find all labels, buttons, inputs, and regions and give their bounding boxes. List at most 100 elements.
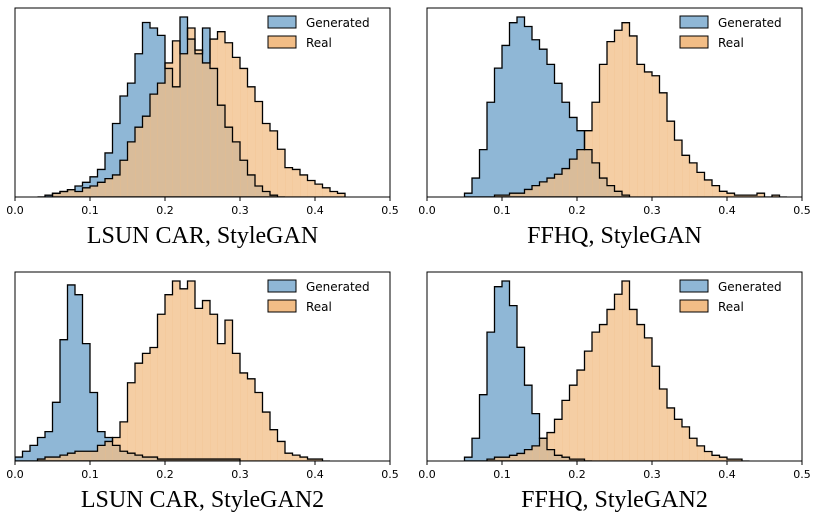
histogram-bar [45, 431, 53, 461]
histogram-bar [569, 385, 578, 461]
histogram-bar [674, 140, 683, 197]
histogram-bar [292, 455, 301, 461]
histogram-bar [652, 366, 660, 461]
histogram-bar [210, 314, 218, 461]
histogram-bar [464, 457, 473, 461]
histogram-bar [487, 332, 495, 461]
histogram-bar [509, 305, 518, 461]
histogram-bar [315, 459, 323, 461]
histogram-bar [622, 281, 630, 461]
legend-swatch-real [679, 35, 709, 49]
histogram-bar [494, 457, 503, 461]
histogram-bar [674, 419, 683, 461]
histogram-bar [487, 102, 495, 197]
histogram-bar [772, 195, 780, 197]
histogram-bar [614, 294, 623, 461]
x-tick-label: 0.5 [793, 468, 811, 481]
x-tick-label: 0.5 [381, 468, 399, 481]
legend-swatch-generated [679, 279, 709, 293]
histogram-bar [712, 455, 720, 461]
legend-label-real: Real [718, 300, 744, 314]
panel-title: LSUN CAR, StyleGAN [87, 223, 318, 249]
histogram-bar [172, 40, 181, 197]
histogram-bar [704, 451, 713, 461]
histogram-bar [689, 162, 698, 197]
histogram-bar [202, 300, 211, 461]
histogram-bar [502, 195, 510, 197]
histogram-bar [487, 459, 495, 461]
histogram-bar [577, 149, 585, 197]
histogram-bar [524, 449, 533, 461]
histogram-bar [67, 189, 76, 197]
histogram-bar [479, 149, 488, 197]
histogram-bar [37, 459, 46, 461]
histogram-bar [270, 429, 278, 461]
histogram-bar [742, 195, 750, 197]
histogram-bar [75, 451, 83, 461]
series-outline-real [464, 280, 750, 461]
histogram-bar [52, 457, 61, 461]
histogram-bar [509, 22, 518, 197]
histogram-bar [307, 459, 316, 461]
histogram-bar [539, 49, 548, 197]
histogram-bar [337, 193, 346, 197]
histogram-bar [90, 392, 98, 461]
histogram-bar [644, 71, 653, 197]
histogram-bar [592, 102, 600, 197]
histogram-bar [517, 17, 525, 197]
series-real [494, 22, 780, 197]
series-outline-generated [37, 16, 285, 197]
histogram-bar [704, 179, 713, 197]
histogram-bar [719, 457, 728, 461]
histogram-bar [562, 400, 570, 461]
histogram-bar [637, 324, 645, 461]
histogram-bar [659, 92, 668, 197]
histogram-bar [37, 437, 46, 461]
axes-frame [426, 7, 803, 198]
histogram-bar [45, 195, 53, 197]
histogram-bar [539, 438, 548, 461]
histogram-bar [285, 453, 293, 461]
legend-label-generated: Generated [718, 280, 782, 294]
histogram-bar [622, 22, 630, 197]
series-outline-real [464, 22, 787, 197]
histogram-bar [187, 281, 196, 461]
histogram-bar [307, 180, 316, 197]
histogram-bar [322, 187, 331, 197]
histogram-bar [195, 50, 203, 197]
histogram-bar [607, 41, 615, 197]
histogram-bar [97, 182, 106, 197]
legend-label-real: Real [718, 36, 744, 50]
histogram-bar [127, 141, 136, 197]
histogram-bar [472, 438, 480, 461]
histogram-bar [659, 389, 668, 461]
x-tick-label: 0.5 [793, 204, 811, 217]
histogram-bar [727, 459, 735, 461]
histogram-bar [547, 64, 555, 197]
x-tick-label: 0.4 [306, 204, 324, 217]
histogram-bar [255, 392, 263, 461]
histogram-bar [517, 347, 525, 461]
histogram-bar [195, 308, 203, 461]
histogram-bar [277, 441, 286, 461]
histogram-bar [22, 451, 31, 461]
panel-title: FFHQ, StyleGAN2 [521, 487, 708, 513]
histogram-bar [82, 451, 91, 461]
histogram-bar [652, 75, 660, 197]
histogram-bar [142, 22, 151, 197]
x-tick-label: 0.0 [418, 468, 436, 481]
histogram-bar [592, 332, 600, 461]
histogram-bar [165, 62, 173, 197]
legend-swatch-real [267, 299, 297, 313]
histogram-bar [494, 195, 503, 197]
x-tick-label: 0.5 [381, 204, 399, 217]
histogram-bar [689, 438, 698, 461]
histogram-bar [629, 35, 638, 197]
histogram-bar [217, 343, 226, 461]
panel-title: LSUN CAR, StyleGAN2 [81, 487, 324, 513]
histogram-bar [135, 127, 143, 197]
series-real [487, 281, 743, 461]
histogram-bar [494, 68, 503, 197]
histogram-bar [187, 28, 196, 197]
